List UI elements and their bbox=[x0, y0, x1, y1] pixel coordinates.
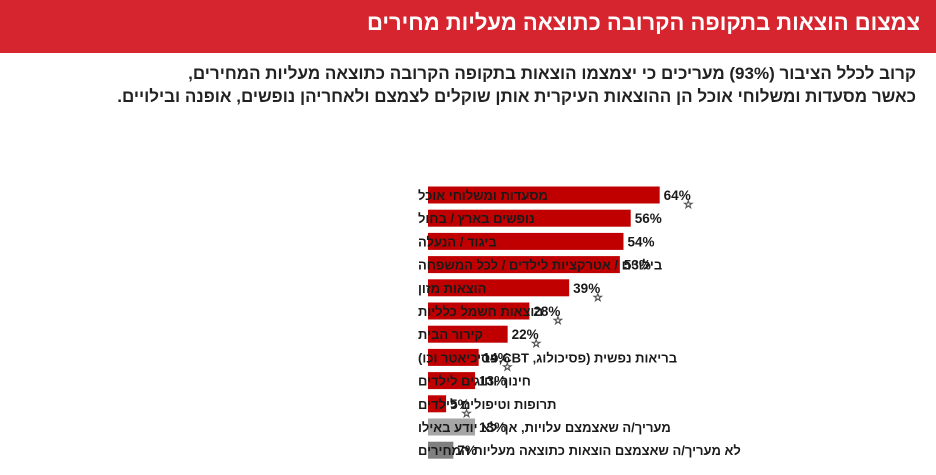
value-label-4: 53% bbox=[624, 258, 651, 273]
value-label-11: 13% bbox=[479, 420, 506, 435]
category-label-2: נופשים בארץ / בחול bbox=[418, 211, 535, 226]
bar-4 bbox=[428, 256, 620, 274]
category-label-3: ביגוד / הנעלה bbox=[418, 234, 497, 249]
bar-8 bbox=[428, 348, 479, 366]
bar-10 bbox=[428, 395, 447, 413]
value-label-5: 39% bbox=[573, 281, 600, 296]
value-label-3: 54% bbox=[627, 234, 654, 249]
bar-5 bbox=[428, 279, 570, 297]
summary-text: קרוב לכלל הציבור (93%) מעריכים כי יצמצמו… bbox=[16, 62, 916, 108]
category-label-7: קירור הבית bbox=[418, 327, 483, 342]
category-label-11: מעריך/ה שאצמצם עלויות, אך לא יודע באילו bbox=[418, 420, 671, 435]
category-label-6: הוצאות חשמל כלליות bbox=[418, 304, 543, 319]
star-icon-7: ☆ bbox=[531, 338, 541, 350]
category-label-1: מסעדות ומשלוחי אוכל bbox=[418, 188, 548, 203]
category-label-5: הוצאות מזון bbox=[418, 281, 486, 296]
value-label-10: 5% bbox=[450, 397, 470, 412]
value-label-2: 56% bbox=[635, 211, 662, 226]
header-banner: צמצום הוצאות בתקופה הקרובה כתוצאה מעליות… bbox=[0, 0, 936, 53]
bar-7 bbox=[428, 325, 508, 343]
category-label-9: חינוך וחוגים לילדים bbox=[418, 374, 531, 389]
bar-6 bbox=[428, 302, 530, 320]
value-label-12: 7% bbox=[457, 443, 477, 458]
star-icon-8: ☆ bbox=[502, 361, 512, 373]
bar-12 bbox=[428, 441, 454, 459]
bar-1 bbox=[428, 186, 660, 204]
value-label-6: 28% bbox=[533, 304, 560, 319]
category-label-10: תרופות וטיפולים לילדים bbox=[418, 397, 556, 412]
summary-line-2: כאשר מסעדות ומשלוחי אוכל הן ההוצאות העיק… bbox=[117, 87, 916, 106]
value-label-7: 22% bbox=[512, 327, 539, 342]
star-icon-6: ☆ bbox=[553, 315, 563, 327]
bar-3 bbox=[428, 232, 624, 250]
category-label-12: לא מעריך/ה שאצמצם הוצאות כתוצאה מעליות ה… bbox=[418, 443, 741, 458]
category-label-8: בריאות נפשית (פסיכולוג, CBT,פסיכיאטר וכו… bbox=[418, 350, 677, 365]
summary-line-1: קרוב לכלל הציבור (93%) מעריכים כי יצמצמו… bbox=[188, 64, 916, 83]
star-icon-5: ☆ bbox=[593, 292, 603, 304]
star-icon-10: ☆ bbox=[462, 408, 472, 420]
value-label-9: 13% bbox=[479, 374, 506, 389]
star-icon-1: ☆ bbox=[683, 199, 693, 211]
value-label-8: 14% bbox=[483, 350, 510, 365]
bar-2 bbox=[428, 209, 631, 227]
page-title: צמצום הוצאות בתקופה הקרובה כתוצאה מעליות… bbox=[366, 10, 920, 35]
category-label-4: בילויים / אטרקציות לילדים / לכל המשפחה bbox=[418, 258, 662, 273]
bar-9 bbox=[428, 372, 476, 390]
value-label-1: 64% bbox=[664, 188, 691, 203]
bar-11 bbox=[428, 418, 476, 436]
